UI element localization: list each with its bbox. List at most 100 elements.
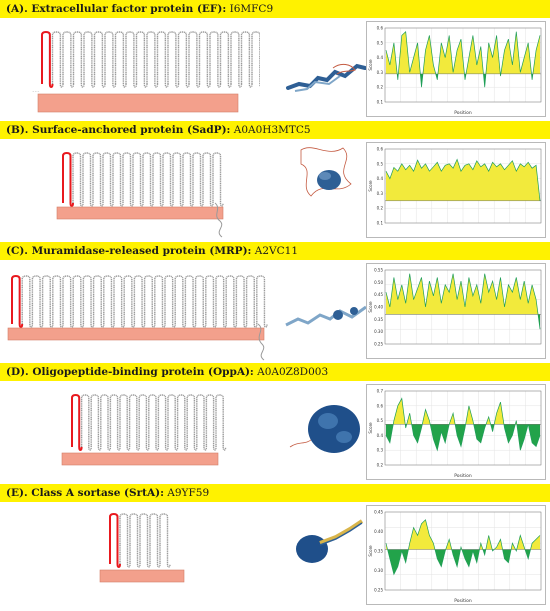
panel-E-title: (E). Class A sortase (SrtA): — [6, 487, 164, 499]
tm-loop — [225, 275, 238, 328]
y-tick-label: 0.30 — [374, 329, 383, 334]
topology-diagram-D — [61, 393, 227, 466]
panel-A-title: (A). Extracellular factor protein (EF): — [6, 3, 227, 15]
tm-loop — [182, 152, 194, 207]
y-tick-label: 0.1 — [377, 221, 384, 226]
tm-loop — [41, 275, 54, 328]
y-tick-label: 0.6 — [377, 403, 384, 408]
y-tick-label: 0.3 — [377, 191, 384, 196]
y-tick-label: 0.2 — [377, 85, 384, 90]
tm-loop — [135, 31, 148, 88]
score-line — [385, 519, 541, 576]
tm-loop — [256, 275, 268, 328]
y-tick-label: 0.4 — [377, 176, 384, 181]
y-tick-label: 0.2 — [377, 206, 384, 211]
tm-loop — [215, 275, 227, 328]
panel-D-accession: A0A0Z8D003 — [257, 366, 329, 378]
tm-loop — [162, 152, 174, 207]
y-axis-label: Score — [368, 545, 373, 557]
tm-loop — [104, 31, 117, 88]
tm-loops-A — [41, 30, 260, 89]
tm-loop — [177, 31, 190, 88]
tm-loop — [80, 394, 92, 451]
x-axis-label: Position — [454, 473, 472, 479]
y-tick-label: 0.55 — [374, 268, 383, 273]
y-axis-label: Score — [368, 59, 373, 71]
tm-loop — [154, 275, 166, 328]
tm-loop — [82, 152, 94, 207]
y-axis-label: Score — [368, 422, 373, 434]
tm-loop — [21, 275, 34, 328]
score-line — [385, 158, 541, 201]
tm-loop — [132, 152, 144, 207]
tm-loop — [100, 394, 112, 451]
tm-loops-B — [62, 151, 224, 208]
signal-peptide-segment — [62, 151, 74, 208]
panel-E-accession: A9YF59 — [167, 487, 210, 499]
structure-model-E — [296, 519, 364, 563]
tm-loop — [196, 394, 208, 451]
tm-loop — [138, 394, 150, 451]
signal-peptide-segment — [71, 393, 83, 452]
tm-loop — [212, 152, 224, 207]
score-line — [385, 397, 541, 452]
tm-loop — [129, 513, 141, 568]
score-line — [385, 273, 541, 330]
panel-D: (D). Oligopeptide-binding protein (OppA)… — [0, 363, 550, 483]
tm-loop — [148, 394, 160, 451]
topology-diagram-A: ~~~ — [32, 30, 260, 113]
plot-frame — [384, 511, 542, 591]
score-plot-A: 0.6 0.5 0.4 0.3 0.2 0.1 Score Position — [366, 21, 546, 117]
tm-loop — [112, 152, 124, 207]
tm-loop — [152, 152, 164, 207]
tm-loop — [156, 31, 169, 88]
tm-loop — [82, 275, 95, 328]
y-tick-label: 0.5 — [377, 40, 384, 45]
tm-loop — [240, 31, 253, 88]
tm-loop — [102, 152, 114, 207]
panel-E: (E). Class A sortase (SrtA): A9YF59 0.45… — [0, 484, 550, 607]
tm-loop — [139, 513, 151, 568]
y-tick-label: 0.7 — [377, 389, 384, 394]
tm-loop — [51, 31, 64, 88]
tm-loop — [103, 275, 115, 328]
tm-loop — [215, 394, 227, 451]
score-plot-D: 0.7 0.6 0.5 0.4 0.3 0.2 Score Position — [366, 384, 546, 480]
tm-loop — [122, 152, 134, 207]
tm-loop — [209, 31, 222, 88]
score-plot-E: 0.45 0.40 0.35 0.30 0.25 Score Position — [366, 505, 546, 605]
y-tick-label: 0.30 — [374, 568, 383, 573]
topology-diagram-B — [56, 151, 224, 238]
tm-loop — [176, 394, 188, 451]
tm-loops-D — [71, 393, 227, 452]
y-tick-label: 0.4 — [377, 55, 384, 60]
tm-loop — [245, 275, 258, 328]
tm-loop — [164, 275, 176, 328]
y-tick-label: 0.1 — [377, 100, 384, 105]
tm-loop — [83, 31, 96, 88]
tm-loop — [62, 31, 75, 88]
membrane-band-E — [99, 569, 185, 583]
panel-A-banner: (A). Extracellular factor protein (EF): … — [0, 0, 550, 18]
x-axis-label: Position — [454, 110, 472, 116]
tm-loop — [157, 394, 169, 451]
tm-loop — [109, 394, 121, 451]
panel-B-banner: (B). Surface-anchored protein (SadP): A0… — [0, 121, 550, 139]
y-tick-label: 0.45 — [374, 510, 383, 515]
tm-loop — [92, 275, 105, 328]
panel-A-accession: I6MFC9 — [229, 3, 274, 15]
score-plot-B: 0.6 0.5 0.4 0.3 0.2 0.1 Score — [366, 142, 546, 238]
panel-B: (B). Surface-anchored protein (SadP): A0… — [0, 121, 550, 241]
tm-loop — [123, 275, 136, 328]
y-tick-label: 0.40 — [374, 529, 383, 534]
y-tick-label: 0.5 — [377, 161, 384, 166]
y-tick-label: 0.35 — [374, 549, 383, 554]
topology-diagram-C — [7, 274, 268, 361]
signal-peptide-segment — [109, 512, 121, 569]
membrane-band-B — [56, 206, 224, 220]
tm-loop — [72, 152, 84, 207]
tm-loop — [133, 275, 146, 328]
panel-D-title: (D). Oligopeptide-binding protein (OppA)… — [6, 366, 254, 378]
y-tick-label: 0.25 — [374, 588, 383, 593]
tm-loop — [149, 513, 161, 568]
